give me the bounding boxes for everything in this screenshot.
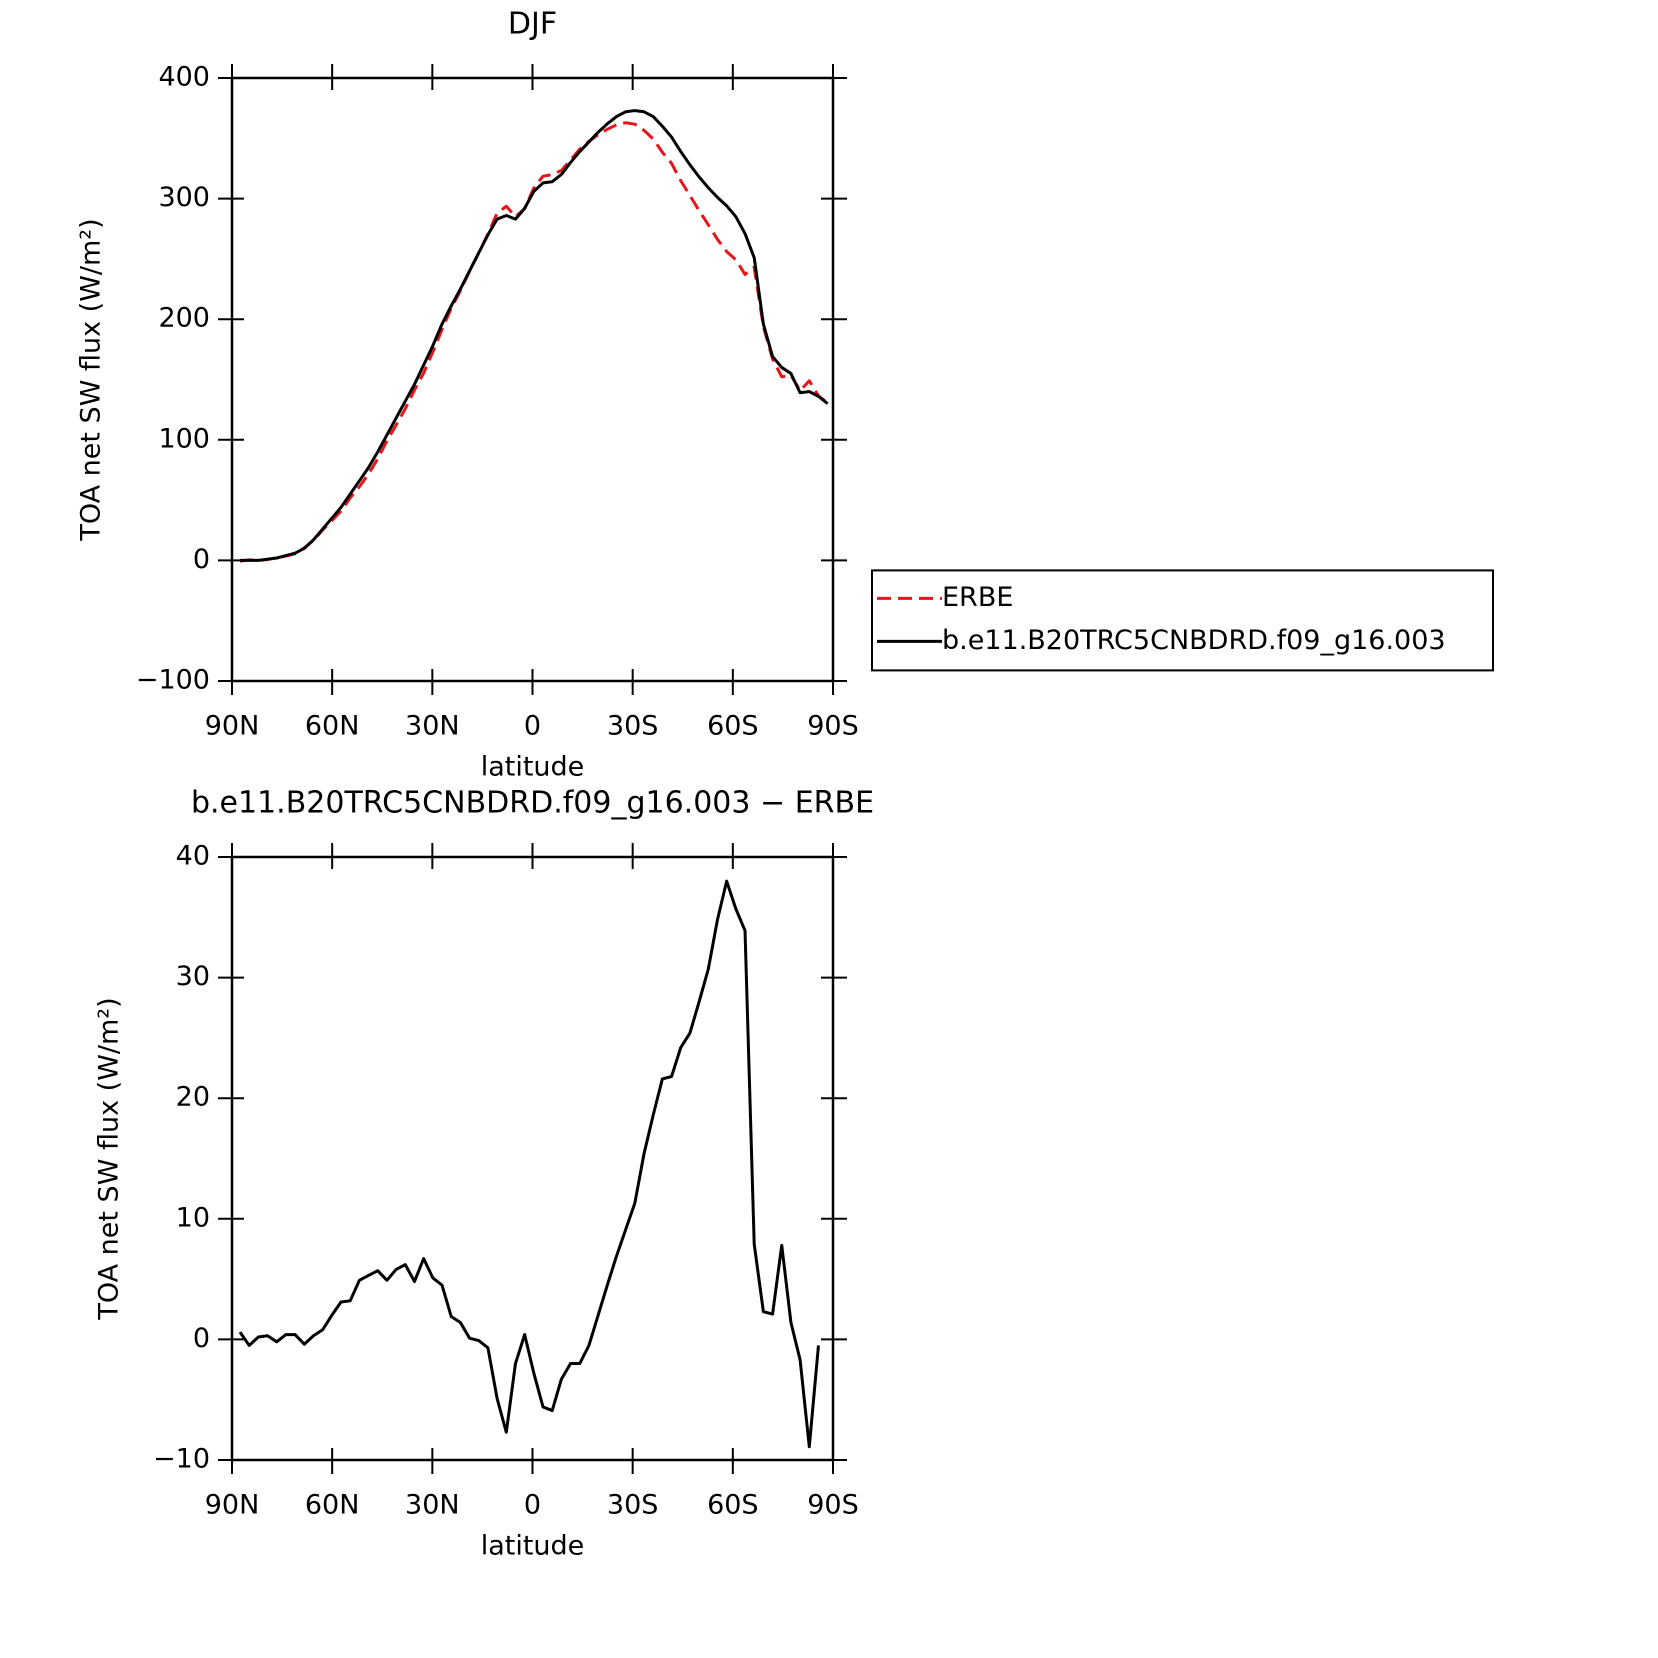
- y-tick-label: 100: [158, 423, 210, 454]
- x-tick-label: 30N: [405, 711, 460, 742]
- data-line: [240, 109, 829, 562]
- x-tick-label: 90N: [205, 1490, 260, 1521]
- x-tick-label: 90S: [807, 711, 859, 742]
- y-tick-label: 10: [176, 1202, 210, 1233]
- y-tick-label: 30: [176, 961, 210, 992]
- legend-label: ERBE: [942, 582, 1013, 613]
- x-tick-label: 60S: [707, 711, 759, 742]
- x-tick-label: 60N: [305, 711, 360, 742]
- y-tick-label: 0: [193, 544, 210, 575]
- x-tick-label: 0: [524, 711, 541, 742]
- legend-label: b.e11.B20TRC5CNBDRD.f09_g16.003: [942, 625, 1446, 656]
- y-tick-label: 20: [176, 1082, 210, 1113]
- x-tick-label: 0: [524, 1490, 541, 1521]
- x-tick-label: 90N: [205, 711, 260, 742]
- x-tick-label: 30S: [607, 1490, 659, 1521]
- x-tick-label: 60S: [707, 1490, 759, 1521]
- x-tick-label: 30N: [405, 1490, 460, 1521]
- legend-box: [871, 569, 1494, 672]
- x-tick-label: 90S: [807, 1490, 859, 1521]
- y-tick-label: −100: [136, 665, 210, 696]
- y-axis-label: TOA net SW flux (W/m²): [76, 218, 107, 541]
- y-tick-label: 400: [158, 62, 210, 93]
- y-tick-label: 300: [158, 182, 210, 213]
- data-line: [239, 121, 829, 563]
- plot-frame: [230, 855, 835, 1462]
- y-tick-label: 0: [193, 1323, 210, 1354]
- y-axis-label: TOA net SW flux (W/m²): [94, 997, 125, 1320]
- y-tick-label: 200: [158, 303, 210, 334]
- x-axis-label: latitude: [481, 752, 585, 783]
- x-axis-label: latitude: [481, 1531, 585, 1562]
- x-tick-label: 60N: [305, 1490, 360, 1521]
- chart-title: DJF: [508, 7, 557, 42]
- data-line: [238, 879, 820, 1449]
- plot-frame: [230, 76, 835, 683]
- y-tick-label: 40: [176, 841, 210, 872]
- chart-title: b.e11.B20TRC5CNBDRD.f09_g16.003 − ERBE: [191, 786, 874, 821]
- y-tick-label: −10: [153, 1444, 210, 1475]
- x-tick-label: 30S: [607, 711, 659, 742]
